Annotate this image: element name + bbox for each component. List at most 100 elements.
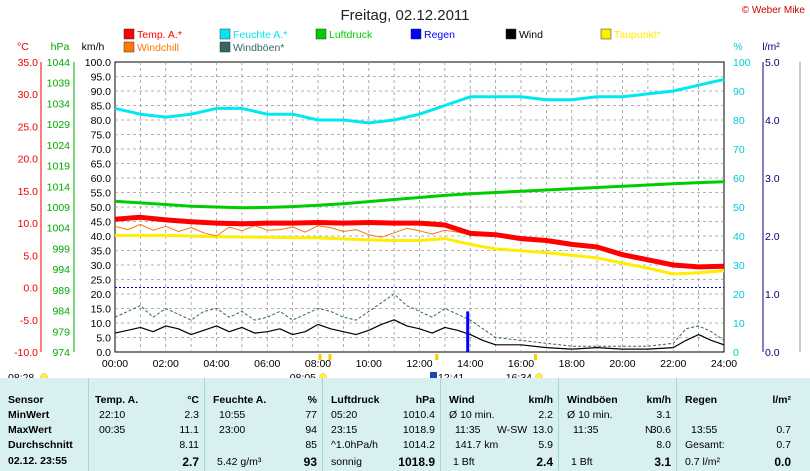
moon-icon bbox=[430, 372, 437, 378]
temp-axis-tick-label: 30.0 bbox=[18, 89, 39, 101]
legend-label: Wind bbox=[519, 29, 543, 41]
legend-swatch bbox=[505, 28, 517, 40]
rain-axis-tick-label: 4.0 bbox=[765, 115, 780, 127]
wind-axis-tick-label: 10.0 bbox=[91, 318, 112, 330]
x-tick-label: 20:00 bbox=[609, 358, 635, 370]
humidity-axis-tick-label: 80 bbox=[733, 115, 745, 127]
pressure-axis-tick-label: 1019 bbox=[47, 161, 71, 173]
gust-unit: km/h bbox=[646, 394, 671, 406]
wind-distance: 141.7 km bbox=[455, 439, 499, 451]
weather-chart: Freitag, 02.12.2011 © Weber Mike Temp. A… bbox=[8, 5, 806, 378]
rain-max-value: 0.7 bbox=[776, 424, 791, 436]
wind-avg10-value: 2.2 bbox=[538, 409, 553, 421]
pressure-header: Luftdruck bbox=[331, 394, 380, 406]
legend-swatch bbox=[219, 41, 231, 53]
grid-lines bbox=[115, 62, 724, 352]
windchill-line bbox=[114, 223, 471, 238]
gust-beaufort: 1 Bft bbox=[571, 456, 593, 468]
x-tick-label: 12:00 bbox=[406, 358, 432, 370]
chart-title: Freitag, 02.12.2011 bbox=[341, 7, 470, 24]
temp-axis-tick-label: 35.0 bbox=[18, 57, 39, 69]
humidity-max-value: 94 bbox=[305, 424, 317, 436]
pressure-min-time: 05:20 bbox=[331, 409, 358, 421]
x-tick-label: 06:00 bbox=[254, 358, 280, 370]
marker-label: 16:34 bbox=[506, 372, 532, 378]
pressure-axis-tick-label: 1024 bbox=[47, 140, 71, 152]
wind-axis-tick-label: 45.0 bbox=[91, 217, 112, 229]
wind-axis-tick-label: 70.0 bbox=[91, 144, 112, 156]
rain-axis-tick-label: 3.0 bbox=[765, 173, 780, 185]
rain-total-value: 0.7 bbox=[776, 439, 791, 451]
stats-table: Sensor MinWert MaxWert Durchschnitt 02.1… bbox=[0, 378, 810, 471]
wind-avg10-label: Ø 10 min. bbox=[449, 409, 495, 421]
row-label-max: MaxWert bbox=[8, 424, 52, 436]
temp-axis-tick-label: 25.0 bbox=[18, 121, 39, 133]
current-date: 02.12. 23:55 bbox=[8, 455, 67, 467]
x-tick-label: 18:00 bbox=[559, 358, 585, 370]
wind-axis-tick-label: 80.0 bbox=[91, 115, 112, 127]
humidity-max-time: 23:00 bbox=[219, 424, 246, 436]
humidity-header: Feuchte A. bbox=[213, 394, 267, 406]
pressure-axis-tick-label: 1004 bbox=[47, 223, 71, 235]
pressure-axis-tick-label: 1014 bbox=[47, 181, 71, 193]
sun-icon bbox=[535, 373, 543, 378]
rain-total-label: Gesamt: bbox=[685, 439, 725, 451]
legend-label: Windchill bbox=[137, 42, 179, 54]
pressure-axis-tick-label: 989 bbox=[52, 285, 70, 297]
pressure-min-value: 1010.4 bbox=[402, 409, 435, 421]
wind-unit: km/h bbox=[528, 394, 553, 406]
x-tick-label: 10:00 bbox=[356, 358, 382, 370]
wind-axis-tick-label: 100.0 bbox=[85, 57, 111, 69]
temp-avg-value: 8.11 bbox=[179, 439, 199, 451]
rain-max-time: 13:55 bbox=[691, 424, 718, 436]
x-tick-label: 24:00 bbox=[711, 358, 737, 370]
legend-swatch bbox=[315, 28, 327, 40]
temp-axis-tick-label: 0.0 bbox=[23, 283, 38, 295]
gust-current: 3.1 bbox=[654, 455, 671, 469]
legend-label: Feuchte A.* bbox=[233, 29, 287, 41]
wind-axis-tick-label: 5.0 bbox=[96, 333, 111, 345]
wind-column: Wind km/h Ø 10 min. 2.2 11:35 W-SW 13.0 … bbox=[440, 378, 559, 471]
x-tick-label: 22:00 bbox=[660, 358, 686, 370]
wind-axis-tick-label: 95.0 bbox=[91, 72, 112, 84]
legend-label: Temp. A.* bbox=[137, 29, 182, 41]
pressure-axis-tick-label: 984 bbox=[52, 306, 70, 318]
gust-column: Windböen km/h Ø 10 min. 3.1 11:35 N 30.6… bbox=[558, 378, 677, 471]
pressure-max-time: 23:15 bbox=[331, 424, 358, 436]
x-tick-label: 16:00 bbox=[508, 358, 534, 370]
humidity-axis-unit: % bbox=[733, 41, 742, 53]
legend-swatch bbox=[219, 28, 231, 40]
feuchte-a-line bbox=[114, 77, 725, 125]
rain-unit: l/m² bbox=[772, 394, 791, 406]
row-label-min: MinWert bbox=[8, 409, 50, 421]
humidity-axis-tick-label: 10 bbox=[733, 318, 745, 330]
rain-axis-tick-label: 0.0 bbox=[765, 347, 780, 359]
humidity-axis-tick-label: 40 bbox=[733, 231, 745, 243]
marker-tick bbox=[435, 354, 439, 360]
legend-label: Windböen* bbox=[233, 42, 284, 54]
rain-axis-unit: l/m² bbox=[762, 41, 780, 53]
wind-axis-tick-label: 0.0 bbox=[96, 347, 111, 359]
gust-max-time: 11:35 bbox=[573, 424, 599, 436]
temp-unit: °C bbox=[187, 394, 199, 406]
data-series bbox=[114, 77, 725, 352]
pressure-avg-value: 1014.2 bbox=[402, 439, 435, 451]
pressure-axis-unit: hPa bbox=[51, 41, 70, 53]
copyright-label: © Weber Mike bbox=[742, 5, 806, 16]
windb-en-line bbox=[114, 293, 725, 347]
legend-swatch bbox=[410, 28, 422, 40]
humidity-axis-tick-label: 20 bbox=[733, 289, 745, 301]
rain-column: Regen l/m² 13:55 0.7 Gesamt: 0.7 0.7 l/m… bbox=[676, 378, 797, 471]
marker-tick bbox=[328, 354, 332, 360]
wind-axis-tick-label: 60.0 bbox=[91, 173, 112, 185]
temp-min-time: 22:10 bbox=[99, 409, 126, 421]
legend-label: Regen bbox=[424, 29, 455, 41]
wind-line bbox=[114, 319, 725, 350]
x-tick-label: 02:00 bbox=[153, 358, 179, 370]
pressure-axis-tick-label: 994 bbox=[52, 264, 70, 276]
humidity-axis-tick-label: 0 bbox=[733, 347, 739, 359]
temp-axis-tick-label: -5.0 bbox=[20, 315, 38, 327]
humidity-axis-tick-label: 90 bbox=[733, 86, 745, 98]
pressure-axis-tick-label: 1039 bbox=[47, 78, 71, 90]
humidity-unit: % bbox=[307, 394, 317, 406]
